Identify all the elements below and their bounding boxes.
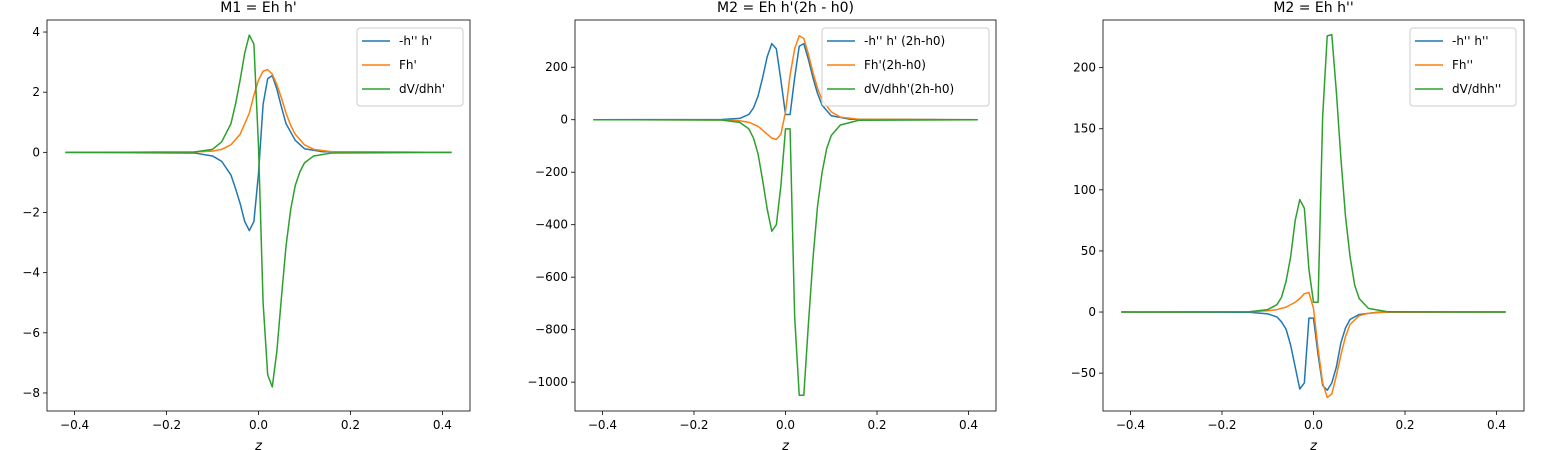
y-tick-label: −800 bbox=[535, 323, 568, 337]
legend-box bbox=[356, 27, 464, 107]
y-tick-label: −6 bbox=[22, 326, 40, 340]
y-tick-label: 2 bbox=[32, 85, 40, 99]
y-tick-label: −4 bbox=[22, 266, 40, 280]
y-tick-label: −8 bbox=[22, 386, 40, 400]
y-tick-label: 0 bbox=[32, 145, 40, 159]
y-tick-label: 0 bbox=[560, 113, 568, 127]
legend-entry: -h'' h'' bbox=[1452, 34, 1489, 48]
x-tick-label: −0.4 bbox=[60, 418, 89, 432]
legend: -h'' h' (2h-h0) Fh'(2h-h0) dV/dhh'(2h-h0) bbox=[821, 27, 990, 107]
legend-entry: -h'' h' (2h-h0) bbox=[864, 34, 945, 48]
legend-entry: dV/dhh' bbox=[399, 82, 445, 96]
x-tick-label: −0.4 bbox=[588, 418, 617, 432]
chart-title: M2 = Eh h'(2h - h0) bbox=[717, 0, 854, 16]
x-tick-label: 0.4 bbox=[959, 418, 978, 432]
x-tick-label: 0.4 bbox=[433, 418, 452, 432]
legend-box bbox=[1409, 27, 1517, 107]
x-axis-label: z bbox=[254, 439, 263, 450]
y-tick-label: 200 bbox=[1073, 61, 1096, 75]
series-line-3 bbox=[593, 118, 978, 397]
chart-title: M1 = Eh h' bbox=[220, 0, 297, 16]
series-line-1 bbox=[1121, 311, 1506, 391]
legend: -h'' h' Fh' dV/dhh' bbox=[356, 27, 464, 107]
x-tick-label: 0.0 bbox=[249, 418, 268, 432]
y-tick-label: 150 bbox=[1073, 122, 1096, 136]
legend-entry: -h'' h' bbox=[399, 34, 432, 48]
y-tick-label: 50 bbox=[1081, 244, 1096, 258]
x-tick-label: 0.4 bbox=[1487, 418, 1506, 432]
y-tick-label: −2 bbox=[22, 205, 40, 219]
y-tick-label: 100 bbox=[1073, 183, 1096, 197]
series-line-2 bbox=[1121, 291, 1506, 399]
legend-entry: Fh'' bbox=[1452, 58, 1473, 72]
x-tick-label: −0.2 bbox=[152, 418, 181, 432]
y-tick-label: 4 bbox=[32, 25, 40, 39]
series-line-2 bbox=[65, 68, 452, 154]
legend-entry: Fh' bbox=[399, 58, 417, 72]
y-tick-label: 0 bbox=[1088, 305, 1096, 319]
legend-entry: dV/dhh'' bbox=[1452, 82, 1501, 96]
x-tick-label: 0.2 bbox=[867, 418, 886, 432]
x-tick-label: 0.2 bbox=[341, 418, 360, 432]
legend-box bbox=[821, 27, 990, 107]
chart-title: M2 = Eh h'' bbox=[1273, 0, 1353, 16]
legend-entry: dV/dhh'(2h-h0) bbox=[864, 82, 954, 96]
chart-panel-3: −0.4 −0.2 0.0 0.2 0.4 −50 0 50 100 150 200 M2 = Eh … bbox=[1071, 0, 1525, 450]
y-tick-label: −50 bbox=[1071, 366, 1096, 380]
x-tick-label: −0.2 bbox=[1207, 418, 1236, 432]
series-line-3 bbox=[65, 34, 452, 388]
y-tick-label: −600 bbox=[535, 270, 568, 284]
y-tick-label: −200 bbox=[535, 165, 568, 179]
y-tick-label: −400 bbox=[535, 218, 568, 232]
legend-entry: Fh'(2h-h0) bbox=[864, 58, 926, 72]
x-tick-label: −0.2 bbox=[679, 418, 708, 432]
chart-panel-2: −0.4 −0.2 0.0 0.2 0.4 −1000 −800 −600 −400 −200 0 2… bbox=[527, 0, 997, 450]
chart-panel-1: −0.4 −0.2 0.0 0.2 0.4 −8 −6 −4 −2 0 2 4 M1 = Eh h' z -… bbox=[22, 0, 471, 450]
x-tick-label: −0.4 bbox=[1116, 418, 1145, 432]
y-tick-label: 200 bbox=[545, 60, 568, 74]
series-line-1 bbox=[65, 74, 452, 232]
x-tick-label: 0.0 bbox=[776, 418, 795, 432]
legend: -h'' h'' Fh'' dV/dhh'' bbox=[1409, 27, 1517, 107]
y-tick-label: −1000 bbox=[527, 375, 568, 389]
series-line-3 bbox=[1121, 33, 1506, 313]
x-tick-label: 0.0 bbox=[1304, 418, 1323, 432]
x-tick-label: 0.2 bbox=[1395, 418, 1414, 432]
x-axis-label: z bbox=[781, 439, 790, 450]
x-axis-label: z bbox=[1309, 439, 1318, 450]
